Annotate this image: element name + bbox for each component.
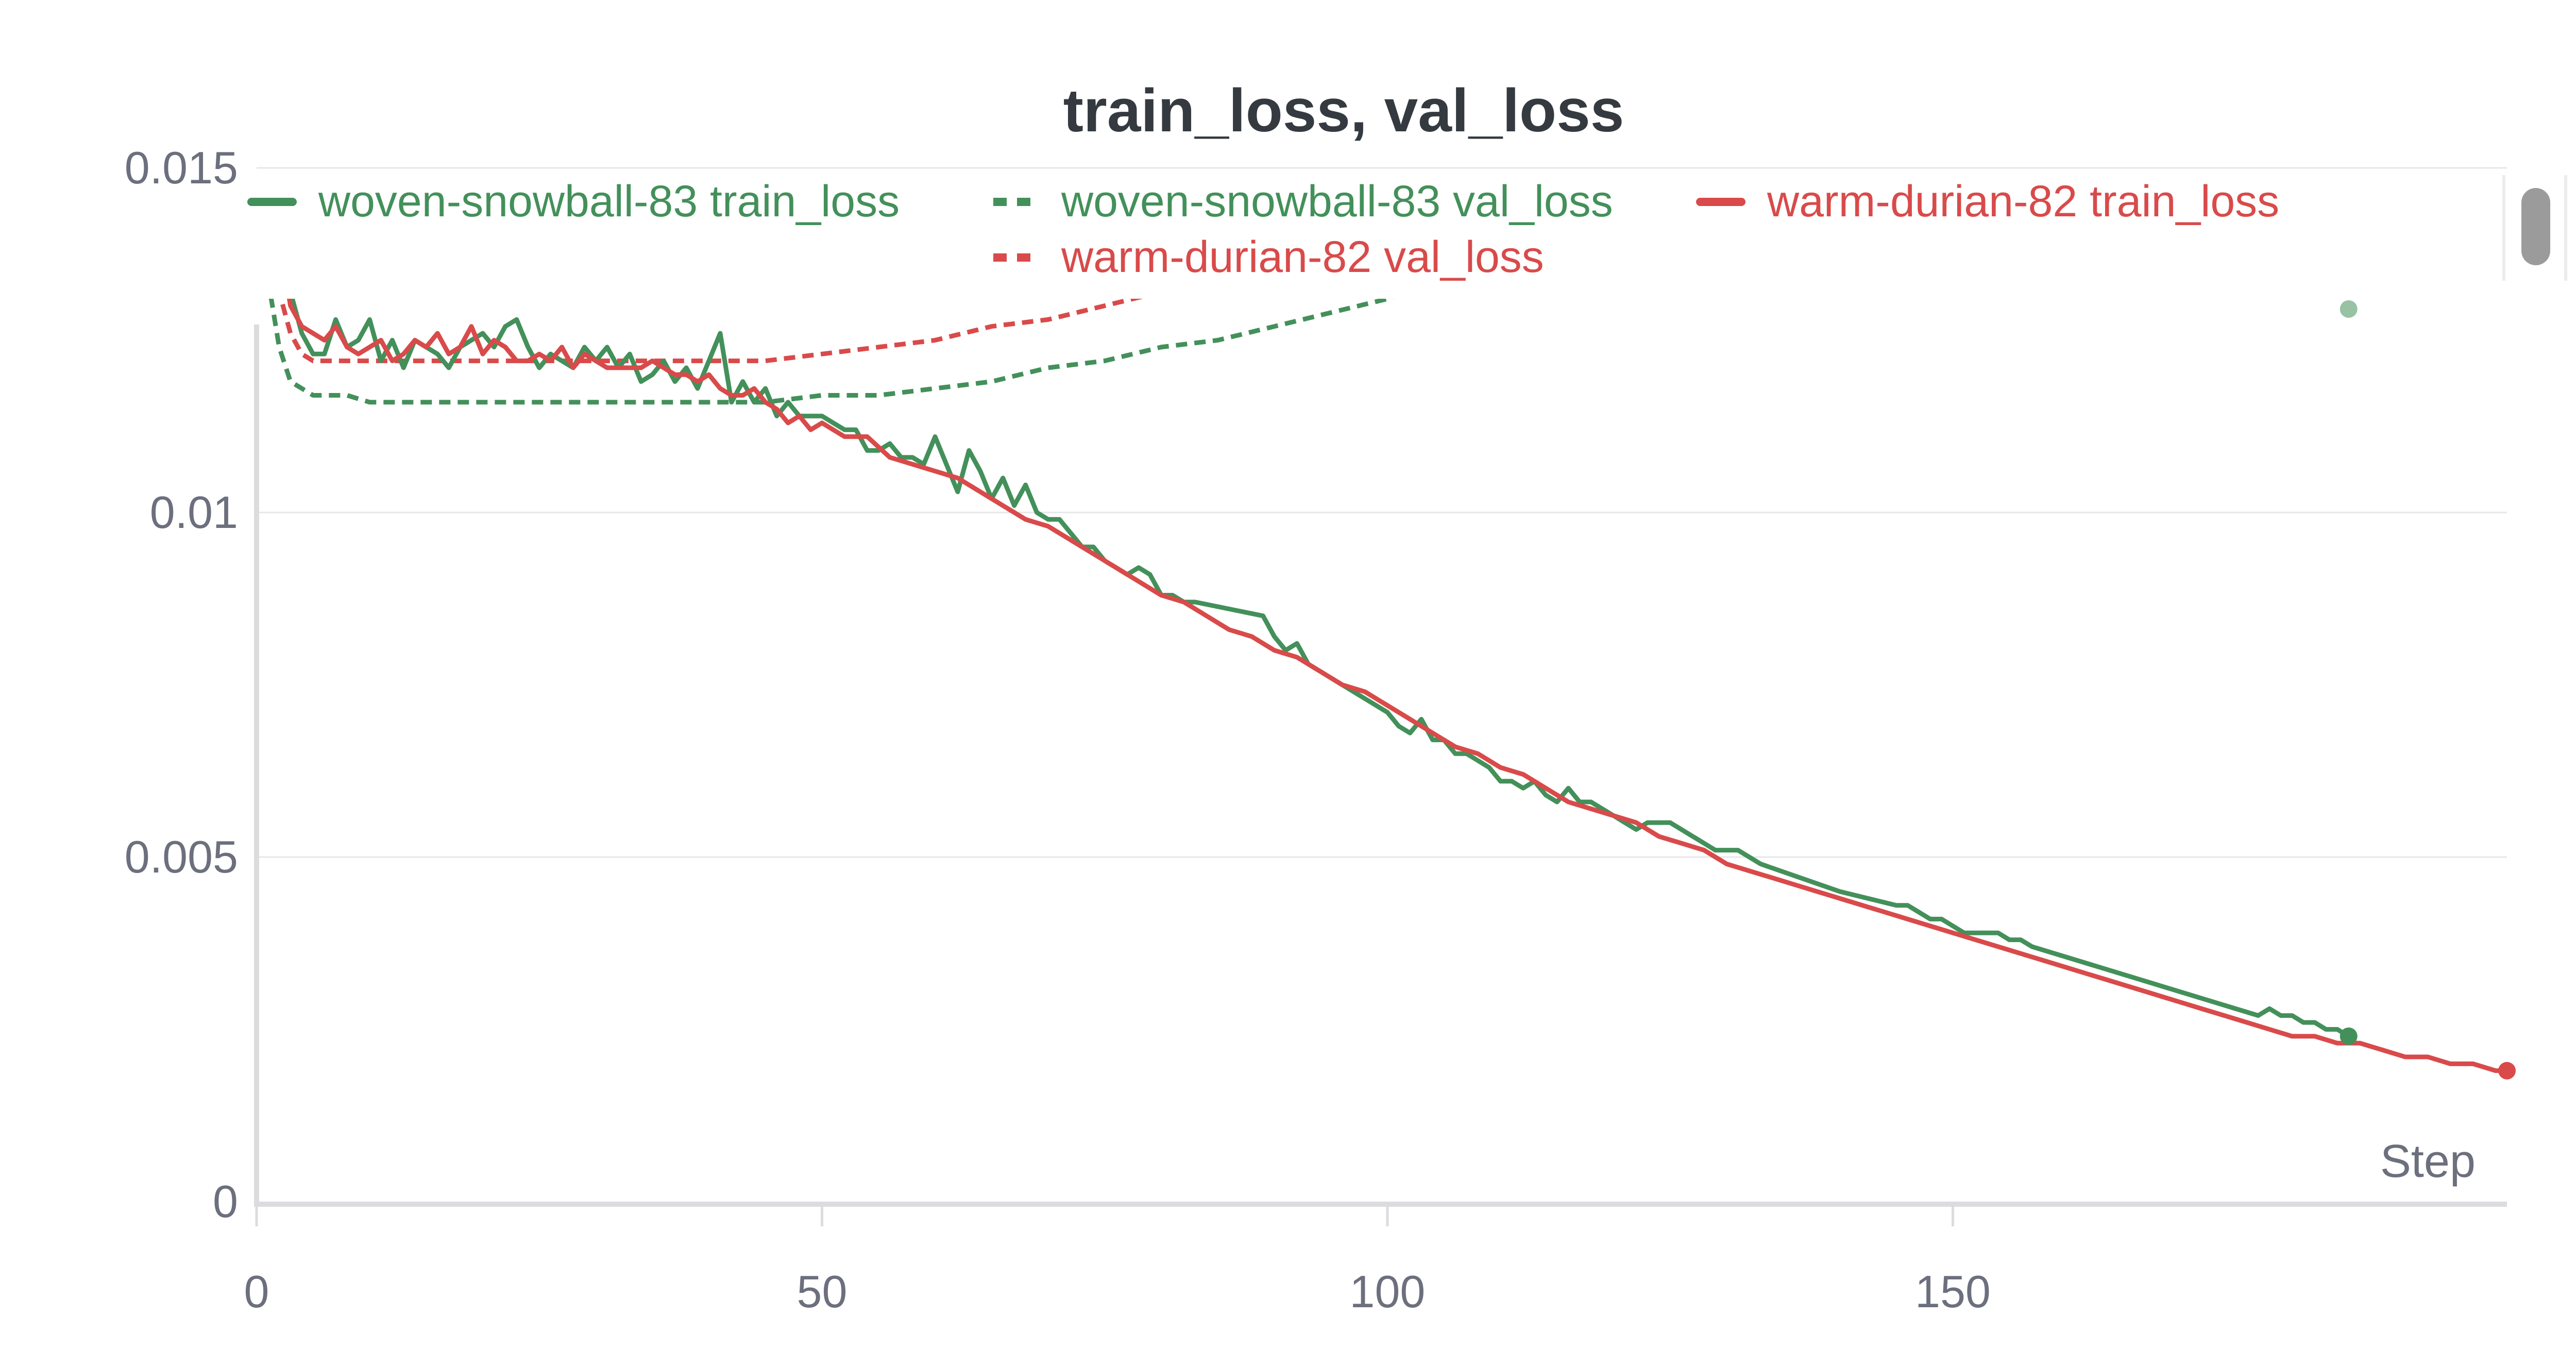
legend-item-warm-train[interactable]: warm-durian-82 train_loss	[1696, 177, 2279, 226]
y-tick-label: 0.005	[125, 831, 238, 882]
end-marker-woven-snowball-83-train-loss	[2340, 1027, 2358, 1045]
end-marker-warm-durian-82-train-loss	[2498, 1062, 2516, 1080]
y-tick-label: 0.015	[125, 142, 238, 193]
axes	[254, 324, 2507, 1226]
grid	[257, 167, 2507, 858]
end-markers	[2340, 300, 2516, 1080]
chart-title: train_loss, val_loss	[1063, 77, 1624, 145]
legend-scrollbar[interactable]	[2502, 175, 2567, 281]
x-tick-label: 100	[1350, 1266, 1426, 1317]
scrollbar-thumb[interactable]	[2521, 188, 2550, 265]
x-tick-label: 0	[244, 1266, 269, 1317]
y-tick-label: 0.01	[150, 487, 238, 538]
y-tick-label: 0	[213, 1176, 238, 1227]
legend-item-warm-val[interactable]: warm-durian-82 val_loss	[993, 232, 1544, 282]
plot-area	[268, 299, 2507, 1073]
x-axis-label: Step	[2380, 1136, 2476, 1187]
legend-label-warm-val: warm-durian-82 val_loss	[1061, 232, 1544, 282]
x-tick-label: 50	[797, 1266, 848, 1317]
x-tick-label: 150	[1915, 1266, 1991, 1317]
tick-labels: 0 0.005 0.01 0.015 0 50 100 150	[125, 142, 1991, 1317]
legend-item-woven-train[interactable]: woven-snowball-83 train_loss	[247, 177, 900, 226]
legend-label-woven-val: woven-snowball-83 val_loss	[1061, 177, 1613, 226]
legend-label-warm-train: warm-durian-82 train_loss	[1767, 177, 2279, 226]
legend-item-woven-val[interactable]: woven-snowball-83 val_loss	[993, 177, 1613, 226]
legend-label-woven-train: woven-snowball-83 train_loss	[318, 177, 900, 226]
legend: woven-snowball-83 train_loss woven-snowb…	[247, 177, 2279, 282]
end-marker-woven-snowball-83-val-loss	[2340, 300, 2358, 318]
series-line-warm-durian-82-train-loss	[287, 299, 2507, 1073]
